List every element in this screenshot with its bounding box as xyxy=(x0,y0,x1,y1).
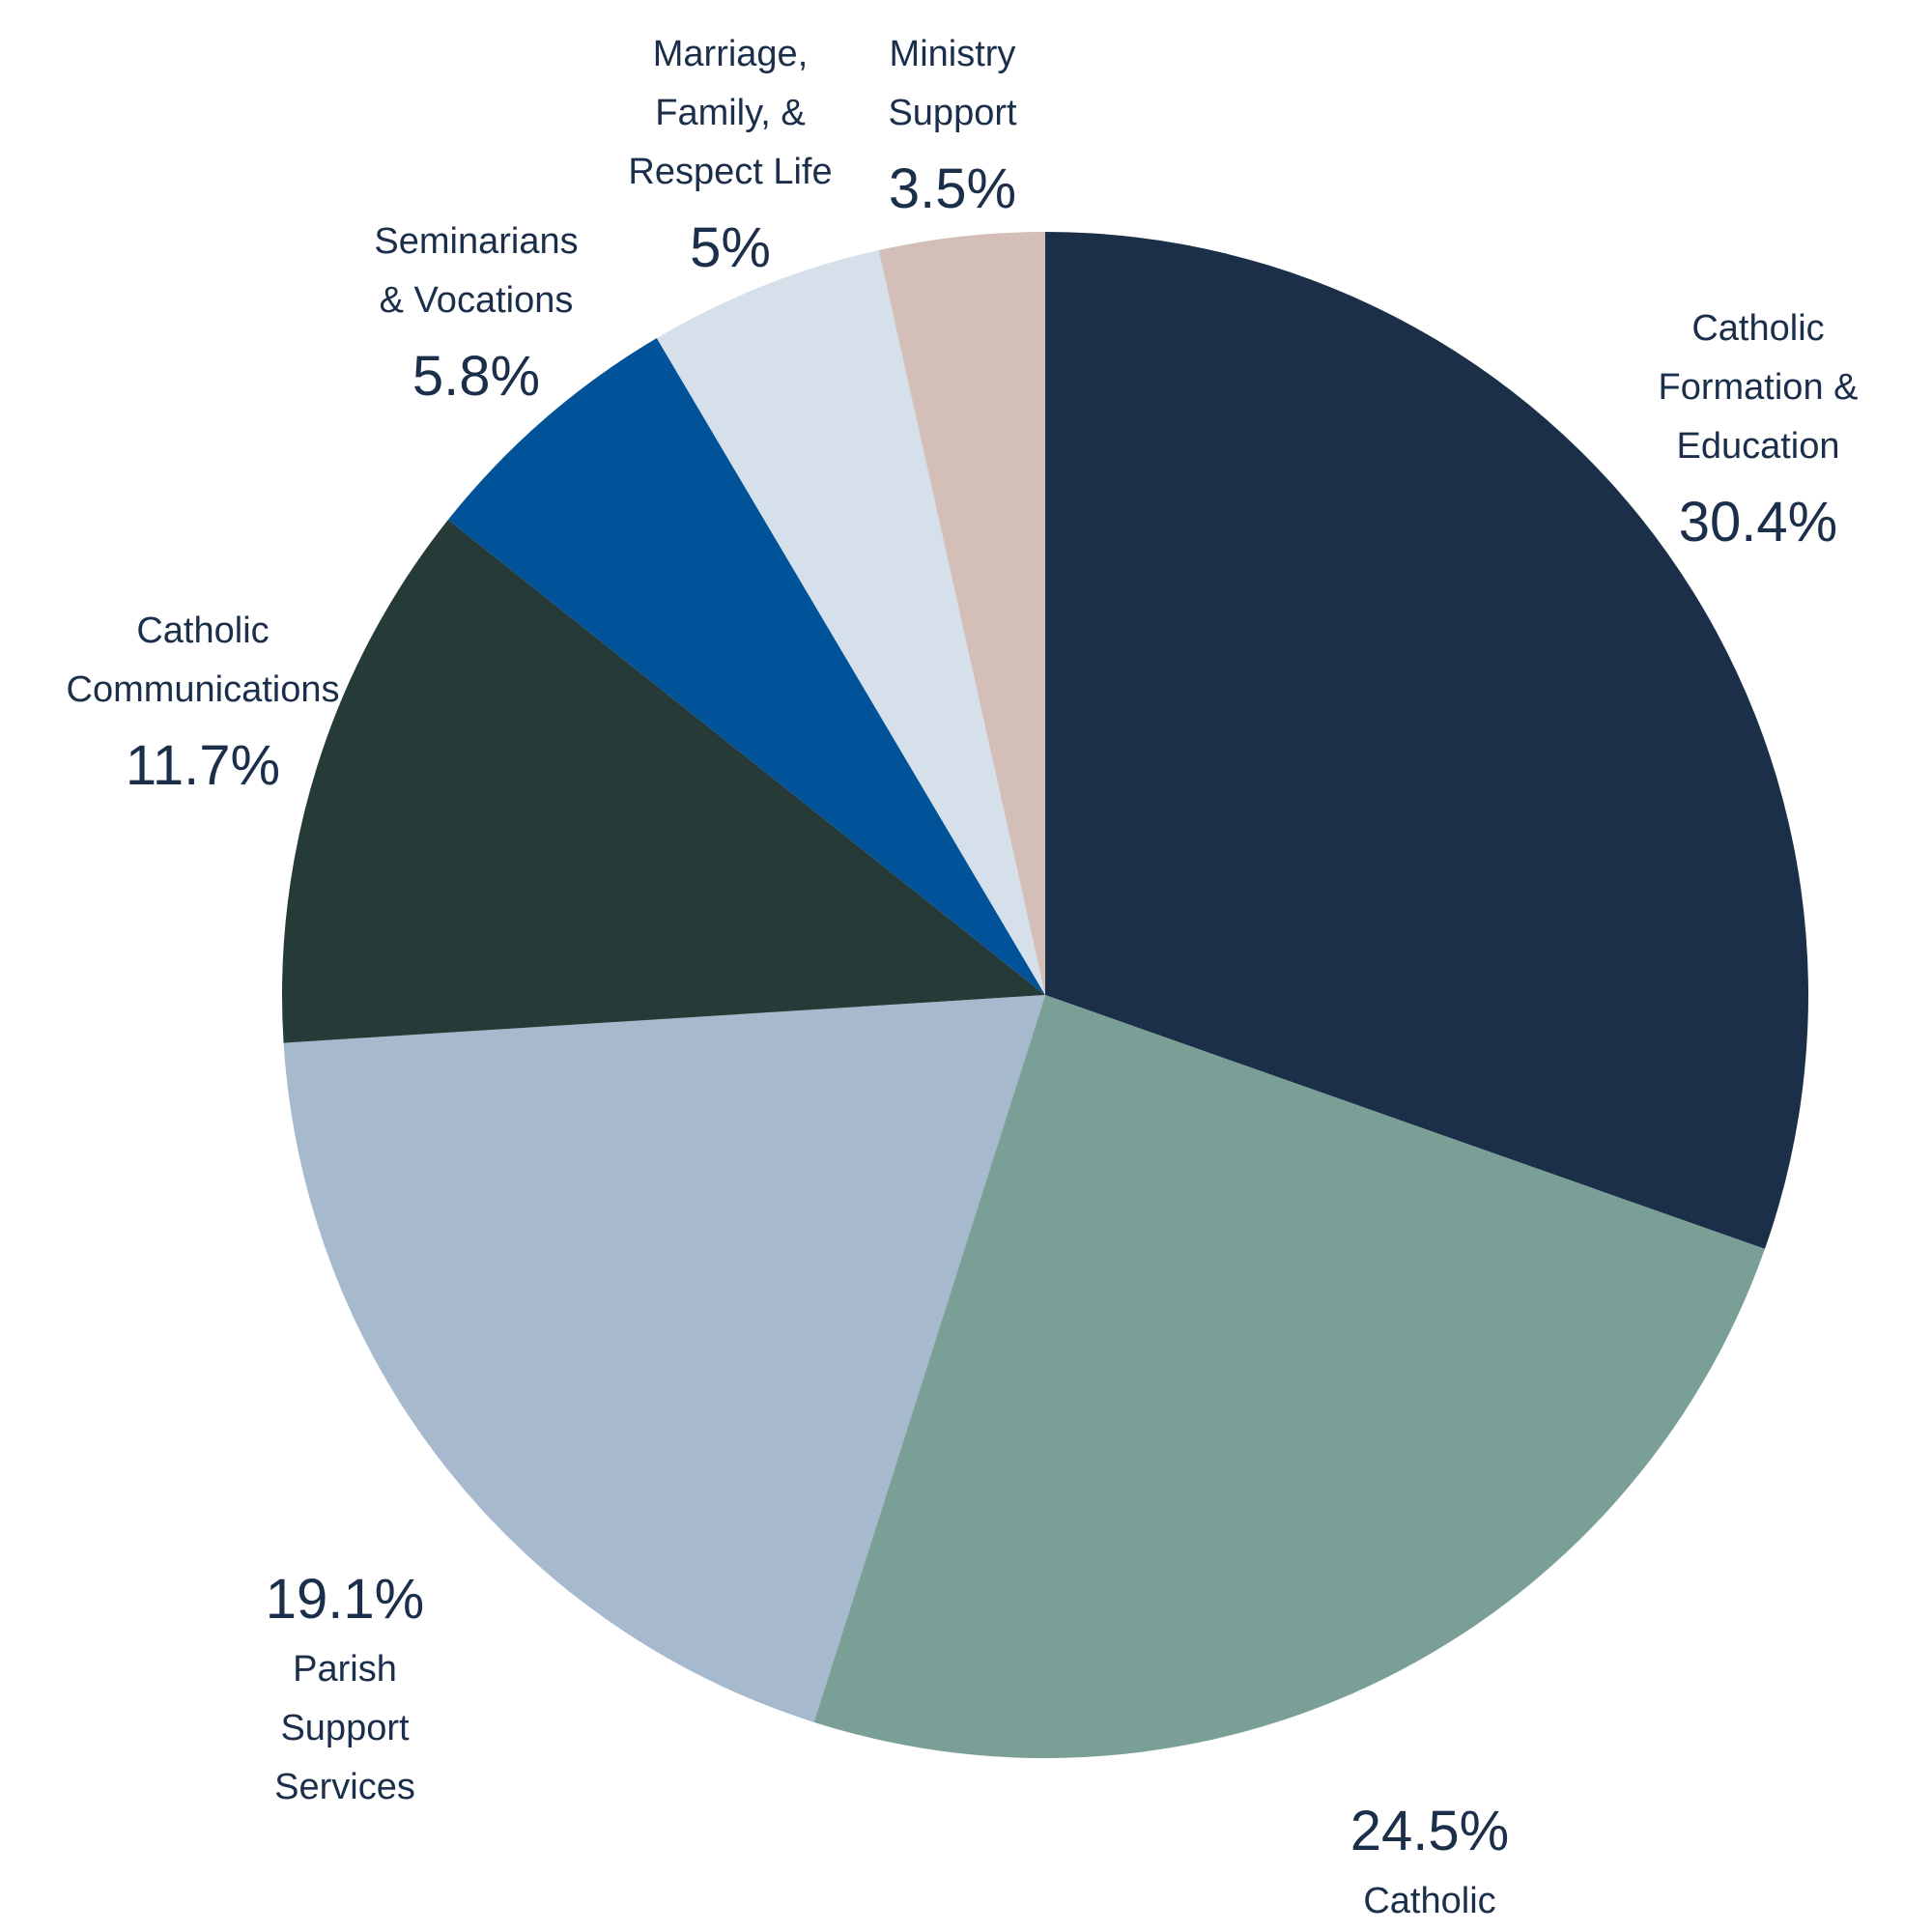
slice-label-catholic-communications: Catholic Communications 11.7% xyxy=(67,611,340,797)
slice-name-text: Education xyxy=(1676,426,1839,467)
slice-label-catholic-charities: 24.5%CatholicCharities xyxy=(1350,1800,1509,1921)
slice-value-text: 24.5% xyxy=(1350,1800,1509,1862)
slice-name-text: Parish xyxy=(293,1649,397,1690)
slice-name-text: Family, & xyxy=(655,93,806,133)
slice-value-text: 30.4% xyxy=(1679,491,1837,554)
slice-label-marriage-family-respect-life: Marriage, Family, & Respect Life 5% xyxy=(628,34,832,279)
pie-slice-seminarians-vocations xyxy=(447,338,1045,995)
slice-value-text: 11.7% xyxy=(126,734,280,797)
slice-name-text: Services xyxy=(274,1767,415,1807)
pie-slices xyxy=(282,232,1808,1758)
slice-label-ministry-support: Ministry Support 3.5% xyxy=(888,34,1017,220)
slice-name-text: Catholic xyxy=(136,611,269,651)
pie-slice-catholic-charities xyxy=(813,995,1765,1758)
slice-label-catholic-formation-education: Catholic Formation & Education 30.4% xyxy=(1659,308,1859,554)
slice-name-text: & Vocations xyxy=(380,280,574,321)
slice-name-text: Catholic xyxy=(1363,1881,1495,1921)
pie-slice-parish-support-services xyxy=(283,995,1045,1722)
slice-name-text: Communications xyxy=(67,669,340,710)
slice-name-text: Respect Life xyxy=(628,152,832,192)
slice-name-text: Catholic xyxy=(1691,308,1824,349)
pie-slice-catholic-formation-education xyxy=(1045,232,1808,1249)
slice-name-text: Ministry xyxy=(890,34,1016,74)
slice-value-text: 3.5% xyxy=(889,157,1016,220)
slice-label-seminarians-vocations: Seminarians & Vocations 5.8% xyxy=(374,221,578,408)
slice-name-text: Seminarians xyxy=(374,221,578,262)
pie-slice-ministry-support xyxy=(878,232,1045,995)
slice-name-text: Marriage, xyxy=(653,34,809,74)
slice-value-text: 5.8% xyxy=(412,345,540,408)
slice-name-text: Support xyxy=(888,93,1017,133)
pie-slice-marriage-family-respect-life xyxy=(656,250,1045,995)
slice-name-text: Support xyxy=(280,1708,410,1748)
slice-label-parish-support-services: 19.1% Parish Support Services xyxy=(266,1568,424,1807)
slice-name-text: Formation & xyxy=(1659,367,1859,408)
pie-labels: Catholic Formation & Education 30.4% 24.5% Ca… xyxy=(67,34,1859,1921)
slice-value-text: 5% xyxy=(690,216,771,279)
pie-slice-catholic-communications xyxy=(282,520,1045,1043)
slice-value-text: 19.1% xyxy=(266,1568,424,1631)
